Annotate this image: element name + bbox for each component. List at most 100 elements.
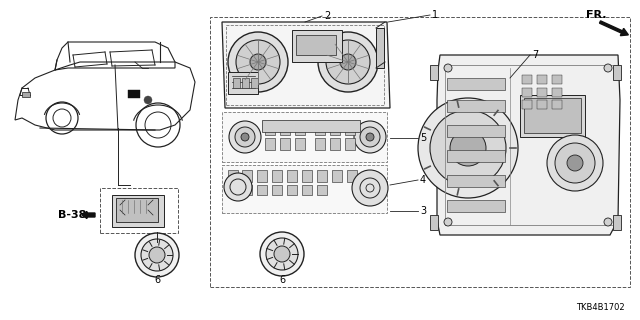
Circle shape — [318, 32, 378, 92]
Circle shape — [149, 247, 165, 263]
Bar — [522, 100, 532, 109]
Circle shape — [555, 143, 595, 183]
Text: 1: 1 — [432, 10, 438, 20]
Bar — [22, 92, 30, 97]
Text: TKB4B1702: TKB4B1702 — [577, 303, 625, 313]
Bar — [262, 120, 360, 132]
Bar — [242, 185, 252, 195]
Circle shape — [260, 232, 304, 276]
Circle shape — [274, 246, 290, 262]
Bar — [330, 138, 340, 150]
Bar — [228, 170, 238, 182]
Bar — [228, 72, 258, 94]
Bar — [613, 215, 621, 230]
Text: 4: 4 — [420, 175, 426, 185]
Bar — [317, 170, 327, 182]
Bar — [447, 175, 505, 187]
Bar — [315, 123, 325, 135]
Bar — [280, 123, 290, 135]
Bar — [430, 65, 438, 80]
Circle shape — [141, 239, 173, 271]
Bar — [222, 165, 387, 213]
Bar — [522, 75, 532, 84]
Circle shape — [604, 64, 612, 72]
Circle shape — [354, 121, 386, 153]
Bar — [257, 170, 267, 182]
Circle shape — [224, 173, 252, 201]
Bar — [613, 65, 621, 80]
Circle shape — [444, 218, 452, 226]
Bar — [520, 95, 585, 137]
Circle shape — [567, 155, 583, 171]
Bar — [537, 75, 547, 84]
Bar — [272, 185, 282, 195]
Bar — [552, 100, 562, 109]
Bar — [315, 138, 325, 150]
Bar — [296, 35, 336, 55]
Text: 2: 2 — [324, 11, 330, 21]
Text: 6: 6 — [279, 275, 285, 285]
Bar — [242, 170, 252, 182]
Text: 6: 6 — [154, 275, 160, 285]
Circle shape — [450, 130, 486, 166]
Bar — [295, 138, 305, 150]
Bar — [302, 170, 312, 182]
Bar — [265, 138, 275, 150]
Bar — [100, 188, 178, 233]
Circle shape — [366, 133, 374, 141]
Bar — [265, 123, 275, 135]
Circle shape — [235, 127, 255, 147]
Circle shape — [418, 98, 518, 198]
Circle shape — [604, 218, 612, 226]
Bar — [522, 88, 532, 97]
Bar — [287, 170, 297, 182]
Circle shape — [340, 54, 356, 70]
Circle shape — [241, 133, 249, 141]
Text: 7: 7 — [532, 50, 538, 60]
Circle shape — [135, 233, 179, 277]
Bar — [447, 200, 505, 212]
Text: 5: 5 — [420, 133, 426, 143]
Bar — [347, 170, 357, 182]
FancyArrow shape — [82, 212, 95, 219]
Bar — [524, 98, 581, 133]
Bar — [345, 138, 355, 150]
Bar — [112, 195, 164, 227]
Bar — [280, 138, 290, 150]
Bar — [447, 150, 505, 162]
Circle shape — [326, 40, 370, 84]
Bar — [222, 112, 387, 162]
Bar — [376, 28, 384, 68]
Bar — [447, 100, 505, 112]
Bar — [345, 123, 355, 135]
Bar — [537, 100, 547, 109]
Circle shape — [250, 54, 266, 70]
Bar — [228, 185, 238, 195]
Circle shape — [228, 32, 288, 92]
Circle shape — [266, 238, 298, 270]
Circle shape — [360, 127, 380, 147]
Bar — [287, 185, 297, 195]
Bar — [330, 123, 340, 135]
Bar — [447, 78, 505, 90]
Bar — [272, 170, 282, 182]
FancyArrow shape — [600, 21, 628, 36]
Bar — [430, 215, 438, 230]
Bar — [552, 88, 562, 97]
Bar — [332, 170, 342, 182]
Bar — [317, 185, 327, 195]
Text: FR.: FR. — [586, 10, 607, 20]
Bar — [128, 90, 140, 98]
Circle shape — [236, 40, 280, 84]
Bar — [242, 78, 249, 88]
Circle shape — [444, 64, 452, 72]
Bar — [302, 185, 312, 195]
Bar — [226, 25, 384, 105]
Bar — [292, 30, 342, 62]
Circle shape — [547, 135, 603, 191]
Polygon shape — [222, 22, 390, 108]
Bar — [447, 125, 505, 137]
Bar — [251, 78, 258, 88]
Circle shape — [229, 121, 261, 153]
Circle shape — [430, 110, 506, 186]
